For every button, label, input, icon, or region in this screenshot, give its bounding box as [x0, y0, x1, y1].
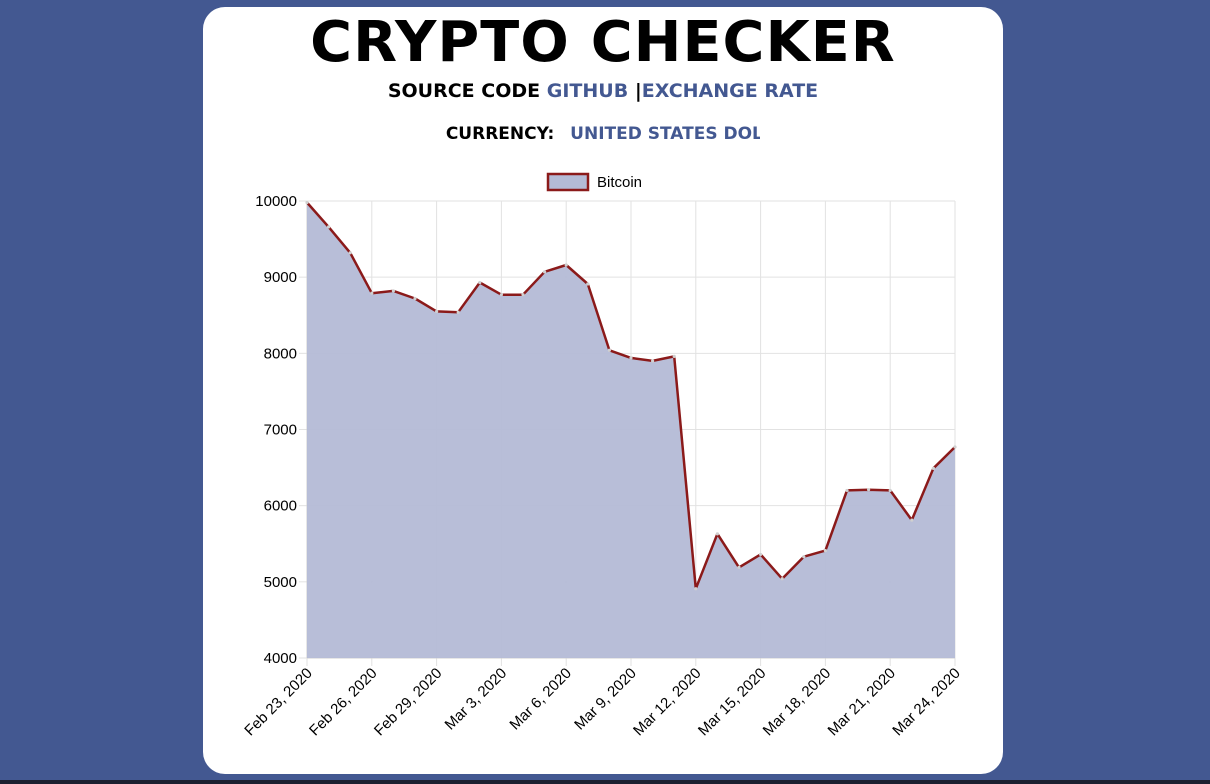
- bitcoin-data-point: [910, 518, 914, 522]
- legend-swatch: [546, 172, 590, 192]
- x-tick-label: Mar 15, 2020: [695, 665, 770, 740]
- y-tick-label: 8000: [264, 345, 297, 362]
- x-tick-label: Feb 29, 2020: [371, 665, 446, 740]
- bitcoin-data-point: [305, 200, 309, 205]
- links-row: SOURCE CODE GITHUB |EXCHANGE RATE: [203, 79, 1003, 103]
- bitcoin-data-point: [845, 488, 849, 493]
- bitcoin-data-point: [456, 310, 460, 314]
- bitcoin-data-point: [715, 532, 720, 536]
- y-tick-label: 7000: [264, 422, 297, 439]
- bitcoin-data-point: [391, 289, 395, 293]
- bitcoin-data-point: [629, 356, 633, 360]
- bitcoin-data-point: [499, 293, 503, 297]
- currency-row: CURRENCY: UNITED STATES DOL: [203, 122, 1003, 146]
- bitcoin-data-point: [564, 263, 568, 267]
- bitcoin-data-point: [823, 549, 828, 553]
- currency-select[interactable]: UNITED STATES DOL: [570, 124, 761, 144]
- bitcoin-data-point: [327, 225, 331, 229]
- x-tick-label: Mar 24, 2020: [889, 665, 964, 740]
- bitcoin-data-point: [586, 282, 590, 286]
- currency-label: CURRENCY:: [445, 124, 555, 144]
- x-tick-label: Feb 26, 2020: [306, 665, 381, 740]
- y-tick-label: 6000: [264, 498, 297, 515]
- footer-strip: [0, 780, 1210, 784]
- bitcoin-data-point: [759, 552, 763, 557]
- bitcoin-data-point: [543, 270, 547, 274]
- x-tick-label: Mar 21, 2020: [825, 665, 900, 740]
- bitcoin-data-point: [888, 488, 892, 493]
- bitcoin-area-fill: [307, 202, 955, 658]
- x-tick-label: Mar 18, 2020: [760, 665, 835, 740]
- x-tick-label: Mar 6, 2020: [506, 665, 575, 734]
- bitcoin-data-point: [867, 488, 871, 492]
- app-title: CRYPTO CHECKER: [310, 10, 896, 75]
- bitcoin-data-point: [694, 587, 698, 591]
- link-separator: |: [634, 80, 642, 102]
- bitcoin-data-point: [780, 577, 784, 581]
- x-tick-label: Mar 3, 2020: [442, 665, 511, 734]
- y-tick-label: 5000: [264, 574, 297, 591]
- bitcoin-data-point: [370, 291, 374, 295]
- bitcoin-data-point: [478, 280, 482, 285]
- x-tick-label: Feb 23, 2020: [241, 665, 316, 740]
- bitcoin-data-point: [737, 565, 741, 569]
- y-tick-label: 4000: [264, 650, 297, 667]
- bitcoin-data-point: [672, 354, 676, 358]
- x-tick-label: Mar 12, 2020: [630, 665, 705, 740]
- x-tick-label: Mar 9, 2020: [571, 665, 640, 734]
- bitcoin-data-point: [802, 555, 806, 559]
- exchange-rate-link[interactable]: EXCHANGE RATE: [641, 80, 819, 102]
- bitcoin-data-point: [651, 359, 655, 363]
- bitcoin-data-point: [521, 293, 525, 297]
- bitcoin-data-point: [413, 296, 417, 301]
- bitcoin-data-point: [435, 309, 439, 314]
- source-code-label: SOURCE CODE: [387, 80, 541, 102]
- bitcoin-data-point: [953, 445, 957, 449]
- legend-label: Bitcoin: [597, 174, 642, 191]
- main-card: CRYPTO CHECKER SOURCE CODE GITHUB |EXCHA…: [203, 7, 1003, 774]
- y-tick-label: 10000: [255, 193, 297, 210]
- y-tick-label: 9000: [264, 269, 297, 286]
- bitcoin-data-point: [348, 251, 352, 255]
- bitcoin-data-point: [607, 348, 611, 352]
- github-link[interactable]: GITHUB: [546, 80, 629, 102]
- bitcoin-data-point: [931, 466, 936, 470]
